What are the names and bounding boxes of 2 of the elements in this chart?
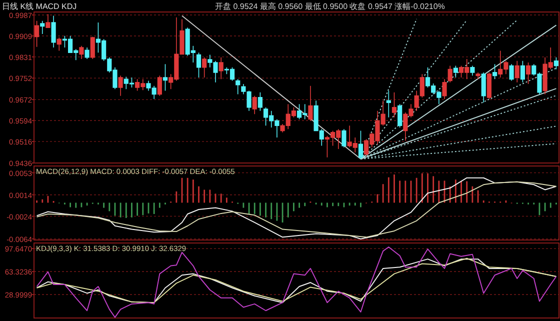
- chart-subtitle: 开盘 0.9524 最高 0.9560 最低 0.9500 收盘 0.9547 涨幅-0.0210%: [215, 2, 445, 11]
- chart-title: 日线 K线 MACD KDJ: [2, 2, 77, 11]
